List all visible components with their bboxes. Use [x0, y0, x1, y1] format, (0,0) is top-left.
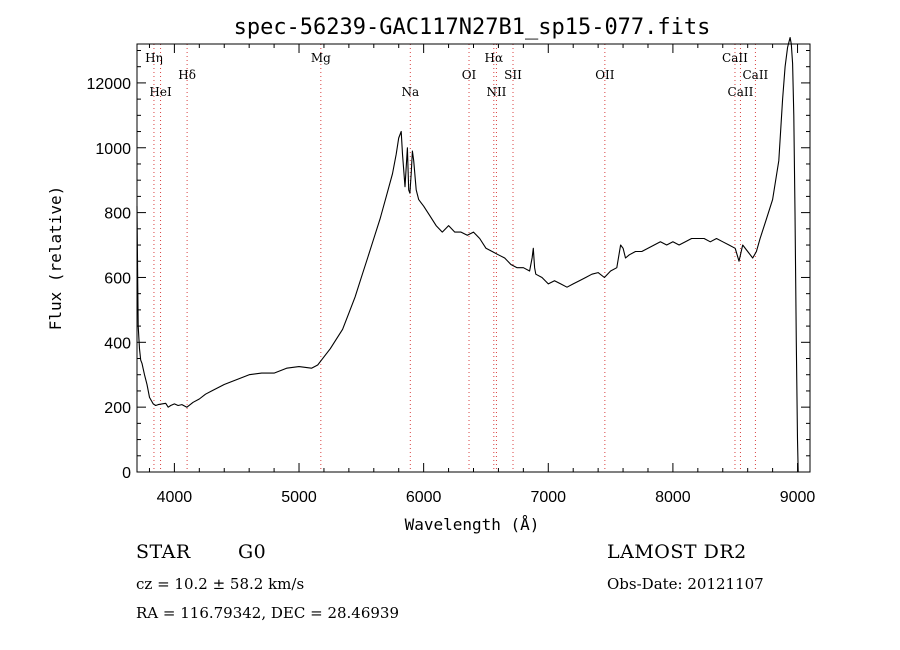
plot-frame [136, 43, 811, 473]
line-label: OI [462, 68, 477, 82]
y-tick-label: 200 [104, 400, 131, 417]
line-label: SII [504, 68, 522, 82]
line-label: CaII [722, 51, 748, 65]
x-axis: 4000 5000 6000 7000 8000 9000 [148, 44, 816, 506]
line-label: OII [595, 68, 615, 82]
line-label: Mg [311, 51, 331, 65]
x-tick-label: 9000 [780, 489, 816, 506]
line-label: CaII [742, 68, 768, 82]
survey-name: LAMOST DR2 [607, 541, 747, 563]
y-axis-label: Flux (relative) [46, 186, 65, 331]
y-tick-label: 0 [122, 465, 131, 482]
spectrum-series [136, 36, 799, 473]
line-label: Hα [485, 51, 504, 65]
y-tick-label: 600 [104, 270, 131, 287]
redshift-value: cz = 10.2 ± 58.2 km/s [136, 575, 305, 593]
x-tick-label: 7000 [530, 489, 566, 506]
emission-line-markers [153, 44, 756, 472]
line-label: Hδ [178, 68, 196, 82]
line-label: Hη [145, 51, 163, 65]
line-label: HeI [149, 85, 172, 99]
y-tick-label: 800 [104, 206, 131, 223]
x-tick-label: 5000 [281, 489, 317, 506]
observation-date: Obs-Date: 20121107 [607, 575, 764, 593]
coordinates: RA = 116.79342, DEC = 28.46939 [136, 604, 400, 622]
y-tick-label: 12000 [87, 76, 132, 93]
line-label: CaII [728, 85, 754, 99]
y-tick-label: 400 [104, 335, 131, 352]
y-tick-label: 1000 [95, 141, 131, 158]
x-tick-label: 4000 [157, 489, 193, 506]
spectral-subclass: G0 [238, 541, 267, 563]
y-axis: 0 200 400 600 800 1000 12000 [87, 49, 810, 482]
x-axis-label: Wavelength (Å) [405, 515, 540, 534]
x-tick-label: 6000 [406, 489, 442, 506]
chart-title: spec-56239-GAC117N27B1_sp15-077.fits [234, 15, 711, 40]
line-label: Na [401, 85, 419, 99]
x-tick-label: 8000 [655, 489, 691, 506]
line-label: NII [486, 85, 506, 99]
emission-line-labels: Hη HeI Hδ Mg Na OI Hα NII SII OII CaII CaII CaII [145, 51, 768, 99]
object-class: STAR [136, 541, 191, 563]
spectrum-line [136, 36, 799, 473]
